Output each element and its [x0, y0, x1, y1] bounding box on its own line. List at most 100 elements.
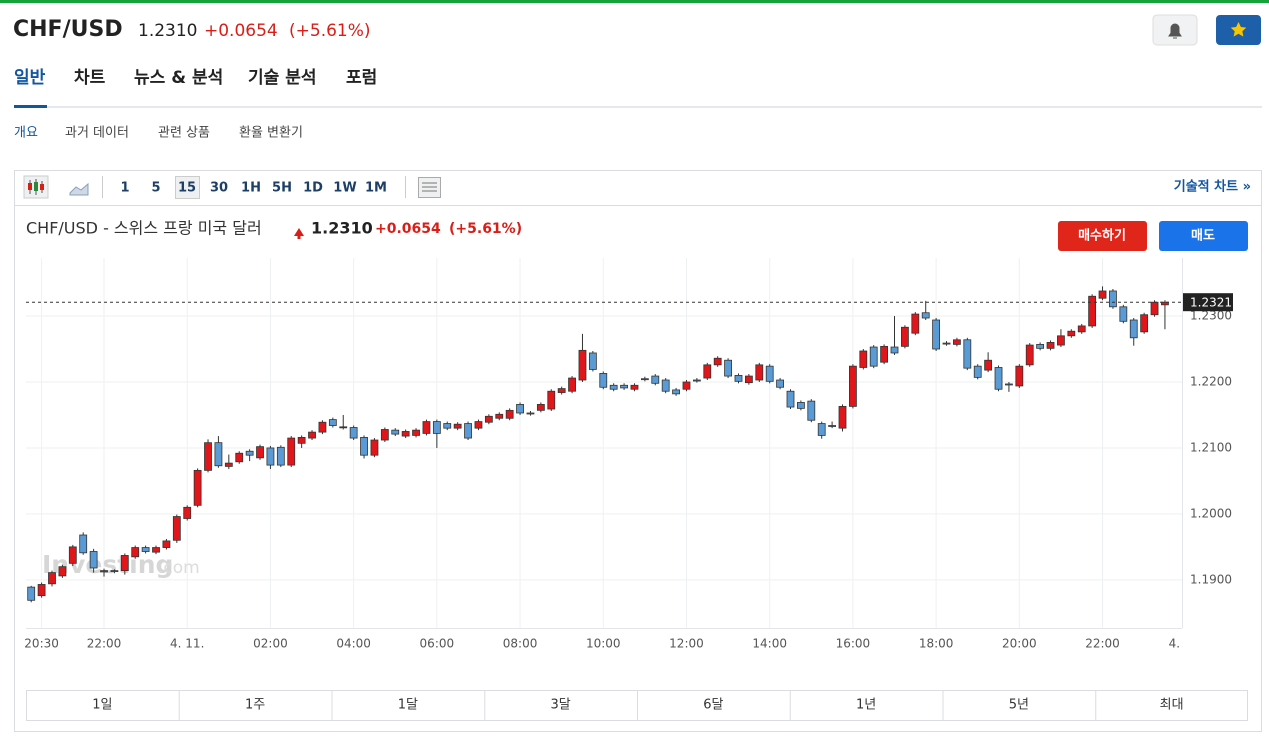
star-icon — [1230, 22, 1247, 37]
tab[interactable]: 포럼 — [346, 68, 377, 88]
candle-body — [48, 572, 56, 585]
y-tick-label: 1.1900 — [1190, 572, 1232, 586]
tab[interactable]: 일반 — [14, 68, 46, 88]
candle-body — [412, 429, 420, 436]
candle-body — [297, 436, 306, 444]
candle-body — [640, 378, 649, 381]
watchlist-button[interactable] — [1216, 15, 1261, 45]
candle-body — [1057, 335, 1065, 346]
candle-body — [568, 377, 576, 392]
candle-body — [599, 373, 608, 388]
candle-body — [672, 389, 680, 395]
candle-body — [1046, 342, 1055, 349]
x-tick-label: 16:00 — [836, 637, 871, 651]
candle-body — [1005, 383, 1013, 386]
subtab[interactable]: 과거 데이터 — [65, 126, 129, 141]
candle-body — [370, 439, 379, 456]
buy-label: 매수하기 — [1078, 228, 1126, 244]
candle-body — [786, 390, 795, 408]
subtabs: 개요 과거 데이터 관련 상품 환율 변환기 — [14, 126, 303, 141]
range-option[interactable]: 1주 — [245, 698, 265, 713]
candle-body — [609, 384, 618, 390]
candle-body — [849, 365, 857, 407]
candle-body — [120, 555, 129, 572]
intervals: 1 5 15 30 1H 5H 1D 1W 1M — [120, 181, 387, 196]
candle-body — [474, 421, 483, 429]
interval[interactable]: 1W — [333, 181, 356, 196]
x-tick-label: 02:00 — [253, 637, 288, 651]
candle-body — [141, 547, 150, 552]
interval[interactable]: 5 — [151, 181, 160, 196]
candle-body — [588, 352, 597, 370]
range-option[interactable]: 6달 — [703, 698, 723, 713]
buy-button[interactable]: 매수하기 — [1058, 221, 1147, 251]
subtab[interactable]: 환율 변환기 — [239, 126, 303, 141]
interval[interactable]: 30 — [210, 181, 228, 196]
candle-body — [547, 390, 556, 410]
candle-icon[interactable] — [23, 175, 49, 199]
candle-body — [1025, 344, 1034, 366]
candle-body — [110, 570, 119, 573]
candle-body — [692, 379, 701, 382]
candle-body — [380, 429, 389, 441]
interval-selected-box — [175, 176, 200, 199]
candle-body — [953, 339, 961, 345]
y-tick-label: 1.2000 — [1190, 506, 1232, 520]
last-price-tag — [1183, 293, 1233, 312]
candle-body — [37, 584, 46, 597]
tab[interactable]: 뉴스 & 분석 — [134, 68, 223, 88]
candle-body — [724, 359, 732, 377]
candle-body — [152, 547, 160, 553]
candle-body — [963, 339, 972, 369]
x-tick-label: 4. 11. — [170, 637, 204, 651]
tabs: 일반 차트 뉴스 & 분석 기술 분석 포럼 — [14, 68, 377, 88]
icon-body — [40, 184, 44, 190]
area-icon[interactable] — [69, 182, 89, 196]
chart-change-pct: (+5.61%) — [449, 221, 522, 237]
range-option[interactable]: 3달 — [551, 698, 571, 713]
tech-chart-link[interactable]: 기술적 차트 » — [1174, 179, 1251, 195]
change-pct: (+5.61%) — [289, 21, 371, 41]
candle-body — [744, 375, 753, 384]
interval[interactable]: 1 — [120, 181, 129, 196]
range-option[interactable]: 1일 — [92, 698, 112, 713]
interval[interactable]: 1H — [241, 181, 261, 196]
candle-body — [308, 431, 316, 439]
table-icon[interactable] — [418, 177, 441, 198]
candle-body — [703, 364, 712, 379]
range-option[interactable]: 5년 — [1009, 698, 1029, 713]
tab[interactable]: 기술 분석 — [248, 68, 316, 88]
range-bar: 1일 1주 1달 3달 6달 1년 5년 최대 — [26, 690, 1248, 721]
x-tick-label: 20:30 — [24, 637, 59, 651]
alert-button[interactable] — [1152, 14, 1198, 46]
candle-body — [984, 359, 993, 371]
interval[interactable]: 1D — [303, 181, 323, 196]
candle-body — [682, 381, 691, 390]
candle-body — [443, 423, 452, 429]
candle-body — [505, 409, 514, 419]
interval[interactable]: 5H — [272, 181, 292, 196]
candle-body — [224, 462, 233, 467]
price: 1.2310 — [138, 21, 197, 41]
candle-body — [901, 326, 909, 347]
candle-body — [713, 357, 722, 366]
range-option[interactable]: 1년 — [856, 698, 876, 713]
range-option[interactable]: 최대 — [1160, 698, 1184, 713]
candle-body — [1150, 301, 1159, 316]
tab[interactable]: 차트 — [74, 68, 106, 88]
range-option[interactable]: 1달 — [398, 698, 418, 713]
sell-button[interactable]: 매도 — [1159, 221, 1248, 251]
interval[interactable]: 1M — [365, 181, 387, 196]
x-tick-label: 08:00 — [503, 637, 538, 651]
candle-body — [287, 437, 296, 466]
candle-body — [807, 400, 816, 421]
candle-body — [880, 345, 889, 363]
candle-body — [495, 413, 504, 419]
subtab[interactable]: 관련 상품 — [158, 126, 210, 141]
candle-body — [349, 427, 358, 439]
x-tick-label: 22:00 — [87, 637, 122, 651]
candle-body — [235, 452, 244, 463]
subtab[interactable]: 개요 — [14, 126, 38, 141]
interval[interactable]: 15 — [178, 181, 196, 196]
